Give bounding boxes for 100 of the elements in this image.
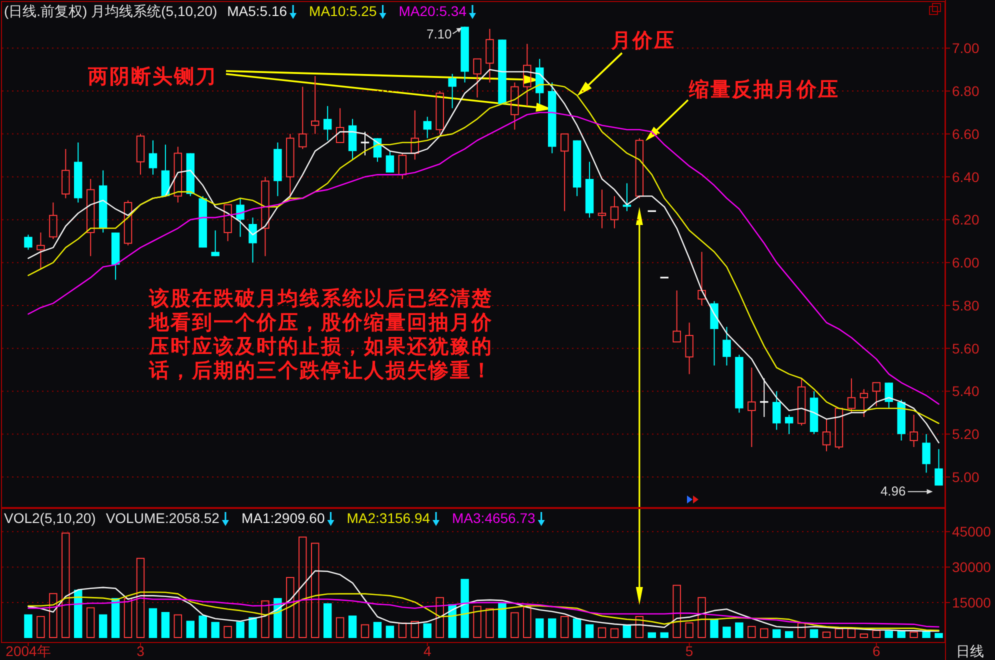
candlestick	[797, 378, 806, 426]
candlestick	[136, 133, 145, 176]
bar	[735, 622, 744, 638]
candlestick	[423, 116, 432, 139]
bar	[685, 622, 694, 638]
bar	[74, 590, 82, 638]
text: MA5:5.16	[227, 3, 288, 19]
bar	[174, 614, 182, 638]
y-tick-label: 6.00	[952, 254, 980, 271]
bar	[148, 608, 158, 638]
bar	[810, 629, 818, 638]
candlestick	[261, 176, 270, 257]
bar	[660, 632, 668, 638]
candlestick	[822, 418, 831, 452]
bar	[62, 532, 70, 638]
candlestick	[448, 73, 456, 109]
bar	[572, 618, 582, 638]
annotation: 缩量反抽月价压	[688, 78, 840, 101]
y-tick-label: 45000	[952, 524, 992, 540]
bar	[111, 598, 120, 638]
candlestick	[560, 133, 569, 212]
bar	[460, 578, 469, 638]
candlestick	[934, 448, 943, 486]
bar	[498, 602, 506, 638]
candlestick	[884, 382, 893, 409]
y-tick-label: 15000	[952, 594, 992, 611]
bar	[186, 620, 194, 638]
bar	[136, 558, 145, 638]
bar	[248, 617, 257, 638]
bar	[536, 618, 544, 638]
bar	[360, 624, 370, 638]
annotation: 该股在跌破月均线系统以后已经清楚地看到一个价压，股价缩量回抽月价压时应该及时的止损，如果还犹豫的话，后期的三个跌停让人损失惨重！	[148, 287, 493, 382]
annotation: 两阴断头铡刀	[87, 66, 217, 88]
candlestick	[224, 204, 232, 242]
y-tick-label: 6.80	[952, 83, 980, 100]
candlestick	[847, 378, 856, 414]
x-tick-label: 4	[423, 643, 432, 659]
bar	[323, 603, 332, 638]
bar	[211, 622, 220, 638]
candlestick	[486, 28, 494, 83]
candlestick	[236, 198, 244, 238]
bar	[722, 626, 731, 638]
candlestick	[360, 131, 370, 156]
bar	[36, 616, 45, 638]
bar	[585, 624, 594, 638]
bar	[486, 608, 494, 638]
annotation: 月价压	[610, 30, 676, 52]
bar	[423, 623, 432, 638]
candlestick	[211, 230, 220, 257]
candlestick	[784, 414, 794, 435]
bar	[311, 542, 320, 638]
line-series	[28, 591, 940, 632]
bar	[86, 607, 95, 638]
candlestick	[323, 106, 332, 141]
candlestick	[386, 150, 394, 174]
candlestick	[49, 202, 58, 240]
annotation: VOLUME:2058.52	[106, 510, 220, 526]
candlestick	[872, 382, 881, 407]
bar	[872, 630, 881, 638]
candlestick	[748, 367, 756, 448]
bar	[548, 618, 556, 638]
bar	[124, 598, 132, 638]
bar	[598, 627, 606, 638]
candlestick	[685, 322, 694, 375]
bar	[436, 597, 444, 638]
bar	[49, 593, 58, 638]
x-tick-label: 6	[872, 643, 880, 659]
bar	[336, 617, 344, 638]
bar	[24, 614, 32, 638]
bar	[386, 626, 394, 638]
chart-title: VOL2(5,10,20)	[4, 510, 96, 526]
bar	[348, 616, 357, 638]
bar	[772, 629, 781, 638]
bar	[98, 614, 108, 638]
candlestick	[286, 133, 294, 199]
candlestick	[410, 110, 420, 160]
candlestick	[610, 196, 619, 229]
candlestick	[698, 251, 706, 306]
candlestick	[62, 148, 70, 199]
bar	[236, 622, 244, 638]
candlestick	[510, 82, 519, 130]
candlestick	[174, 146, 182, 204]
candlestick	[298, 86, 307, 150]
candlestick	[910, 414, 918, 448]
bar	[286, 577, 294, 638]
candlestick	[672, 290, 681, 342]
bar	[822, 632, 831, 638]
bar	[672, 584, 681, 638]
bar	[710, 618, 718, 638]
text: MA10:5.25	[309, 3, 377, 19]
candlestick	[24, 234, 32, 250]
text: MA2:3156.94	[346, 510, 430, 526]
candlestick	[336, 108, 344, 144]
candlestick	[36, 232, 45, 270]
bar	[635, 616, 644, 638]
bar	[373, 622, 382, 638]
candlestick	[622, 182, 632, 212]
bar	[261, 600, 270, 638]
bar	[523, 606, 532, 638]
text: MA20:5.34	[398, 3, 467, 19]
